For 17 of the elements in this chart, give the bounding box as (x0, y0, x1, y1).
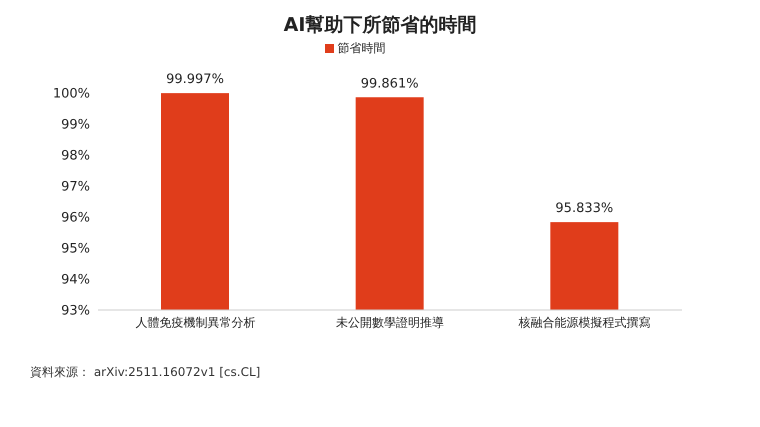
legend-label: 節省時間 (338, 41, 386, 55)
chart-title: AI幫助下所節省的時間 (282, 13, 478, 38)
x-tick-label: 未公開數學證明推導 (336, 316, 444, 330)
y-tick-label: 95% (61, 242, 90, 257)
y-tick-label: 98% (61, 148, 90, 164)
x-tick-label: 核融合能源模擬程式撰寫 (518, 316, 651, 330)
source-note: 資料來源： arXiv:2511.16072v1 [cs.CL] (30, 364, 262, 381)
y-tick-label: 96% (61, 210, 90, 226)
y-tick-label: 100% (52, 86, 90, 102)
y-tick-label: 97% (61, 180, 90, 195)
y-tick-label: 99% (61, 118, 90, 133)
data-label: 99.861% (360, 76, 419, 92)
data-label: 95.833% (555, 201, 614, 216)
y-tick-label: 93% (61, 304, 90, 319)
data-label: 99.997% (166, 72, 224, 88)
y-tick-label: 94% (61, 272, 90, 288)
x-tick-label: 人體免疫機制異常分析 (135, 316, 256, 330)
